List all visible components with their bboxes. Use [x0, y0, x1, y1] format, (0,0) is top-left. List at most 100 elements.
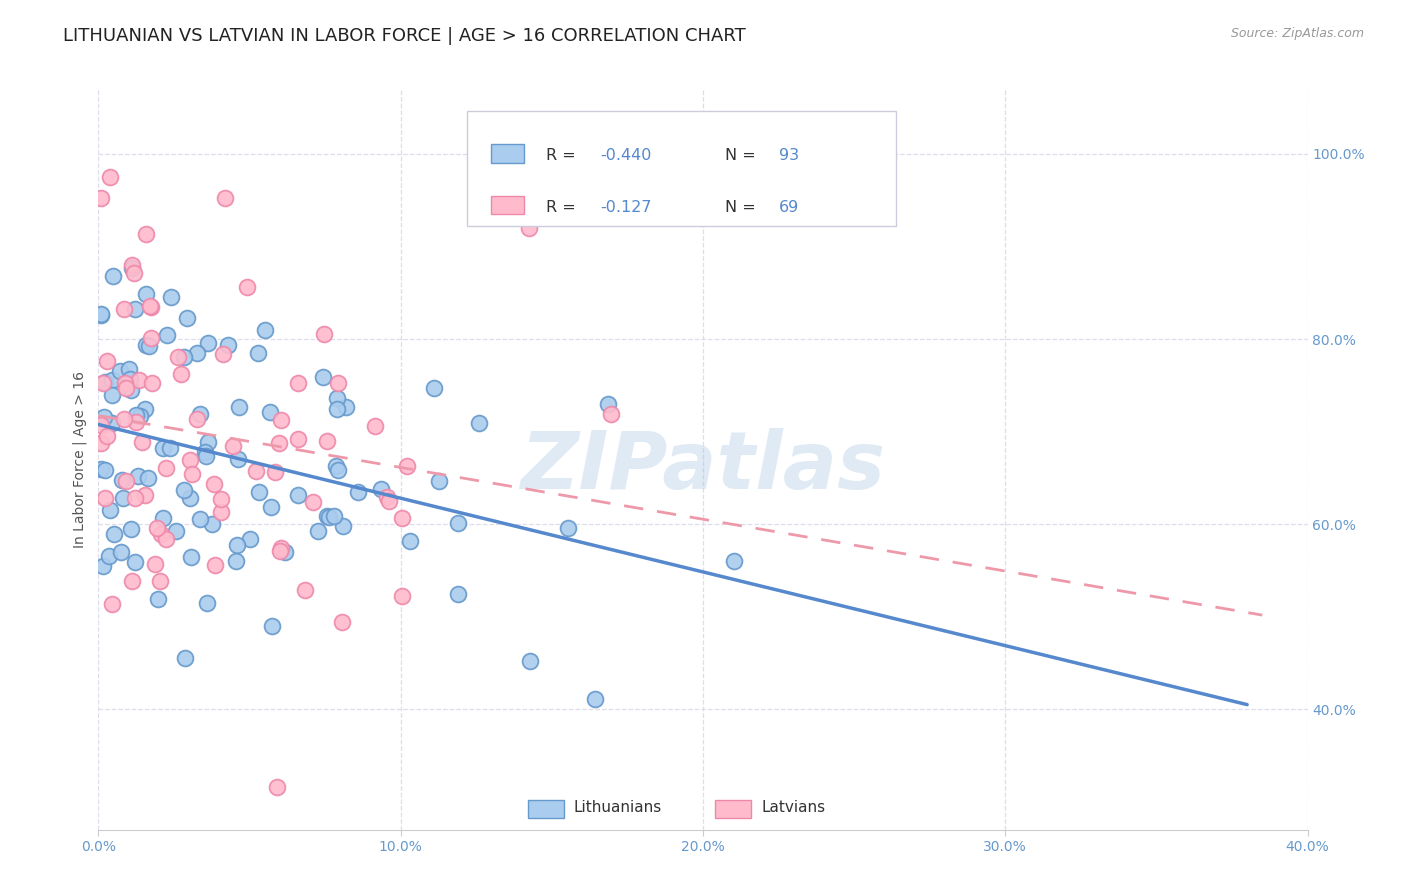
- Bar: [492, 144, 524, 162]
- Point: [346, 484, 368, 499]
- Point: [134, 402, 156, 417]
- Point: [194, 445, 217, 459]
- Point: [134, 488, 156, 502]
- Point: [287, 432, 309, 446]
- Point: [427, 475, 450, 489]
- Point: [152, 441, 174, 455]
- Text: -0.440: -0.440: [600, 148, 651, 163]
- Point: [96, 429, 118, 443]
- Point: [98, 549, 121, 563]
- Point: [326, 402, 349, 417]
- Point: [179, 491, 201, 505]
- Point: [307, 524, 329, 538]
- Point: [391, 510, 413, 524]
- Point: [181, 467, 204, 482]
- Point: [201, 517, 224, 532]
- Point: [146, 591, 169, 606]
- Point: [186, 345, 208, 359]
- Point: [101, 373, 124, 387]
- Point: [139, 300, 162, 314]
- Point: [114, 376, 136, 390]
- Point: [173, 483, 195, 497]
- Bar: [527, 800, 564, 819]
- Point: [124, 555, 146, 569]
- Point: [328, 376, 350, 391]
- Point: [287, 488, 309, 502]
- Point: [583, 692, 606, 706]
- Point: [600, 407, 623, 421]
- Point: [101, 598, 124, 612]
- Point: [214, 191, 236, 205]
- Point: [202, 477, 225, 491]
- Point: [188, 407, 211, 421]
- Point: [93, 410, 115, 425]
- Text: LITHUANIAN VS LATVIAN IN LABOR FORCE | AGE > 16 CORRELATION CHART: LITHUANIAN VS LATVIAN IN LABOR FORCE | A…: [63, 27, 747, 45]
- Point: [315, 434, 337, 448]
- Point: [156, 328, 179, 343]
- Point: [152, 511, 174, 525]
- Point: [312, 327, 335, 342]
- Point: [287, 376, 309, 391]
- Point: [143, 557, 166, 571]
- Point: [217, 337, 239, 351]
- Bar: [716, 800, 751, 819]
- Point: [94, 375, 117, 389]
- Bar: [492, 195, 524, 214]
- Point: [197, 336, 219, 351]
- Point: [209, 492, 232, 507]
- Point: [112, 491, 135, 506]
- Point: [188, 512, 211, 526]
- Point: [225, 554, 247, 568]
- Point: [124, 301, 146, 316]
- Point: [149, 527, 172, 541]
- Point: [155, 461, 177, 475]
- Point: [259, 405, 281, 419]
- Point: [468, 416, 491, 430]
- Point: [138, 299, 160, 313]
- Point: [325, 458, 347, 473]
- Text: R =: R =: [546, 148, 581, 163]
- Text: Source: ZipAtlas.com: Source: ZipAtlas.com: [1230, 27, 1364, 40]
- Text: Latvians: Latvians: [761, 800, 825, 815]
- Point: [179, 453, 201, 467]
- Text: 69: 69: [779, 200, 800, 215]
- Point: [239, 533, 262, 547]
- Point: [135, 338, 157, 352]
- Point: [315, 508, 337, 523]
- Text: N =: N =: [724, 200, 761, 215]
- Point: [723, 554, 745, 568]
- Point: [263, 465, 285, 479]
- Point: [398, 533, 420, 548]
- Point: [447, 587, 470, 601]
- Point: [370, 482, 392, 496]
- Point: [128, 373, 150, 387]
- Point: [121, 260, 143, 275]
- Point: [138, 339, 160, 353]
- Point: [375, 490, 398, 504]
- Point: [194, 450, 217, 464]
- Point: [90, 308, 112, 322]
- FancyBboxPatch shape: [467, 112, 897, 227]
- Text: ZIPatlas: ZIPatlas: [520, 428, 886, 506]
- Point: [204, 558, 226, 573]
- Point: [253, 323, 276, 337]
- Point: [517, 221, 540, 235]
- Point: [121, 258, 143, 272]
- Point: [245, 464, 267, 478]
- Point: [212, 347, 235, 361]
- Point: [447, 516, 470, 530]
- Point: [129, 409, 152, 423]
- Point: [124, 491, 146, 505]
- Point: [125, 415, 148, 429]
- Point: [111, 473, 134, 487]
- Point: [173, 350, 195, 364]
- Text: Lithuanians: Lithuanians: [574, 800, 662, 815]
- Point: [270, 541, 292, 555]
- Point: [228, 400, 250, 414]
- Point: [118, 371, 141, 385]
- Point: [90, 417, 112, 432]
- Point: [90, 191, 112, 205]
- Point: [274, 545, 297, 559]
- Point: [136, 471, 159, 485]
- Point: [176, 310, 198, 325]
